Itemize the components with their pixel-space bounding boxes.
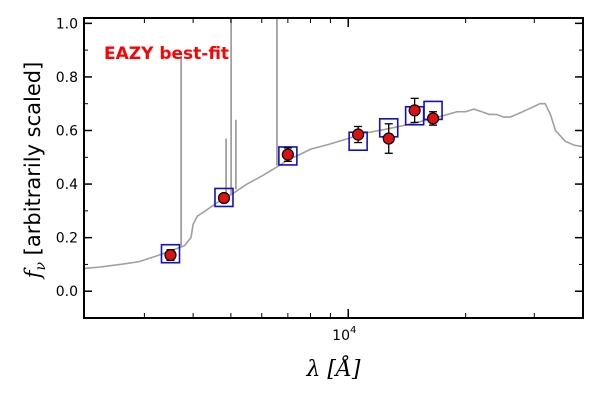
observed-flux-point: [164, 248, 177, 262]
y-tick-label: 0.2: [56, 231, 78, 247]
y-tick-label: 1.0: [56, 16, 78, 32]
observed-flux-point: [217, 191, 231, 205]
y-tick-label: 0.4: [56, 177, 78, 193]
x-axis-label: λ [Å]: [306, 354, 361, 382]
model-flux-marker: [160, 243, 181, 264]
axes: 0.0 0.2 0.4 0.6 0.8 1.0 104: [56, 16, 584, 344]
observed-flux-point: [382, 123, 395, 154]
template-spectrum-line: [84, 102, 583, 270]
y-axis-label: fν [arbitrarily scaled]: [21, 62, 49, 281]
model-flux-marker: [278, 146, 298, 166]
annotation-label: EAZY best-fit: [104, 44, 229, 64]
x-tick-label: 104: [332, 325, 356, 344]
y-tick-label: 0.8: [56, 70, 78, 86]
observed-flux-point: [352, 125, 365, 144]
observed-flux-point: [281, 147, 294, 162]
model-flux-marker: [214, 187, 234, 208]
plot-area: [84, 18, 583, 270]
plot-frame: [83, 17, 584, 319]
y-tick-label: 0.0: [56, 284, 78, 300]
y-tick-label: 0.6: [56, 124, 78, 140]
observed-flux-point: [408, 97, 421, 124]
observed-flux-point: [426, 111, 440, 126]
